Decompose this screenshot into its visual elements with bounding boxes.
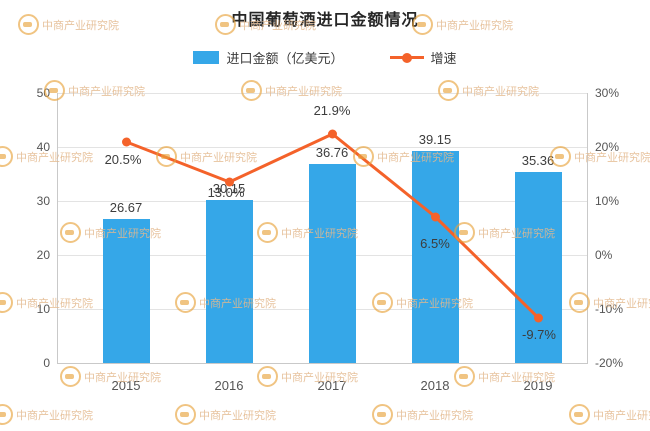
line-label-2018: 6.5% — [420, 236, 450, 251]
bar-2018[interactable] — [412, 151, 459, 363]
x-axis-tick-2017: 2017 — [317, 378, 347, 393]
y-axis-right-line — [587, 93, 588, 364]
gridline-1 — [57, 147, 587, 148]
legend-item-line[interactable]: 增速 — [389, 48, 457, 67]
y-axis-left-tick-30: 30 — [36, 194, 50, 208]
chart-legend: 进口金额（亿美元） 增速 — [0, 48, 650, 67]
x-axis-tick-2015: 2015 — [111, 378, 141, 393]
line-label-2016: 13.0% — [207, 185, 245, 200]
y-axis-left-tick-10: 10 — [36, 302, 50, 316]
legend-swatch-line-icon — [389, 52, 424, 63]
bar-2016[interactable] — [206, 200, 253, 363]
legend-label-line: 增速 — [430, 51, 457, 66]
y-axis-left-line — [57, 93, 58, 364]
line-label-2019: -9.7% — [522, 327, 556, 342]
bar-2019[interactable] — [515, 172, 562, 363]
legend-item-bar[interactable]: 进口金额（亿美元） — [193, 48, 344, 67]
bar-2017[interactable] — [309, 164, 356, 363]
y-axis-right-tick-10: 10% — [595, 194, 620, 208]
y-axis-left-tick-0: 0 — [43, 356, 50, 370]
bar-label-2016: 30.15 — [212, 181, 246, 196]
page-title: 中国葡萄酒进口金额情况 — [231, 12, 419, 29]
y-axis-right-tick-30: 30% — [595, 86, 620, 100]
x-axis-tick-2019: 2019 — [523, 378, 553, 393]
x-axis-tick-2018: 2018 — [420, 378, 450, 393]
chart-title-bar: 中国葡萄酒进口金额情况 — [0, 6, 650, 30]
x-axis-line — [57, 363, 587, 364]
gridline-0 — [57, 93, 587, 94]
bar-2015[interactable] — [103, 219, 150, 363]
bar-label-2018: 39.15 — [418, 132, 452, 147]
line-label-2017: 21.9% — [313, 103, 351, 118]
bar-label-2017: 36.76 — [315, 145, 349, 160]
y-axis-left-tick-40: 40 — [36, 140, 50, 154]
legend-swatch-bar-icon — [193, 51, 220, 64]
y-axis-left-tick-20: 20 — [36, 248, 50, 262]
bar-label-2019: 35.36 — [521, 153, 555, 168]
x-axis-tick-2016: 2016 — [214, 378, 244, 393]
y-axis-right-tick-0: 0% — [595, 248, 613, 262]
y-axis-left-tick-50: 50 — [36, 86, 50, 100]
bar-label-2015: 26.67 — [109, 200, 143, 215]
legend-label-bar: 进口金额（亿美元） — [226, 51, 344, 66]
y-axis-right-tick-20: 20% — [595, 140, 620, 154]
y-axis-right-tick-neg20: -20% — [595, 356, 624, 370]
y-axis-right-tick-neg10: -10% — [595, 302, 624, 316]
line-label-2015: 20.5% — [104, 152, 142, 167]
